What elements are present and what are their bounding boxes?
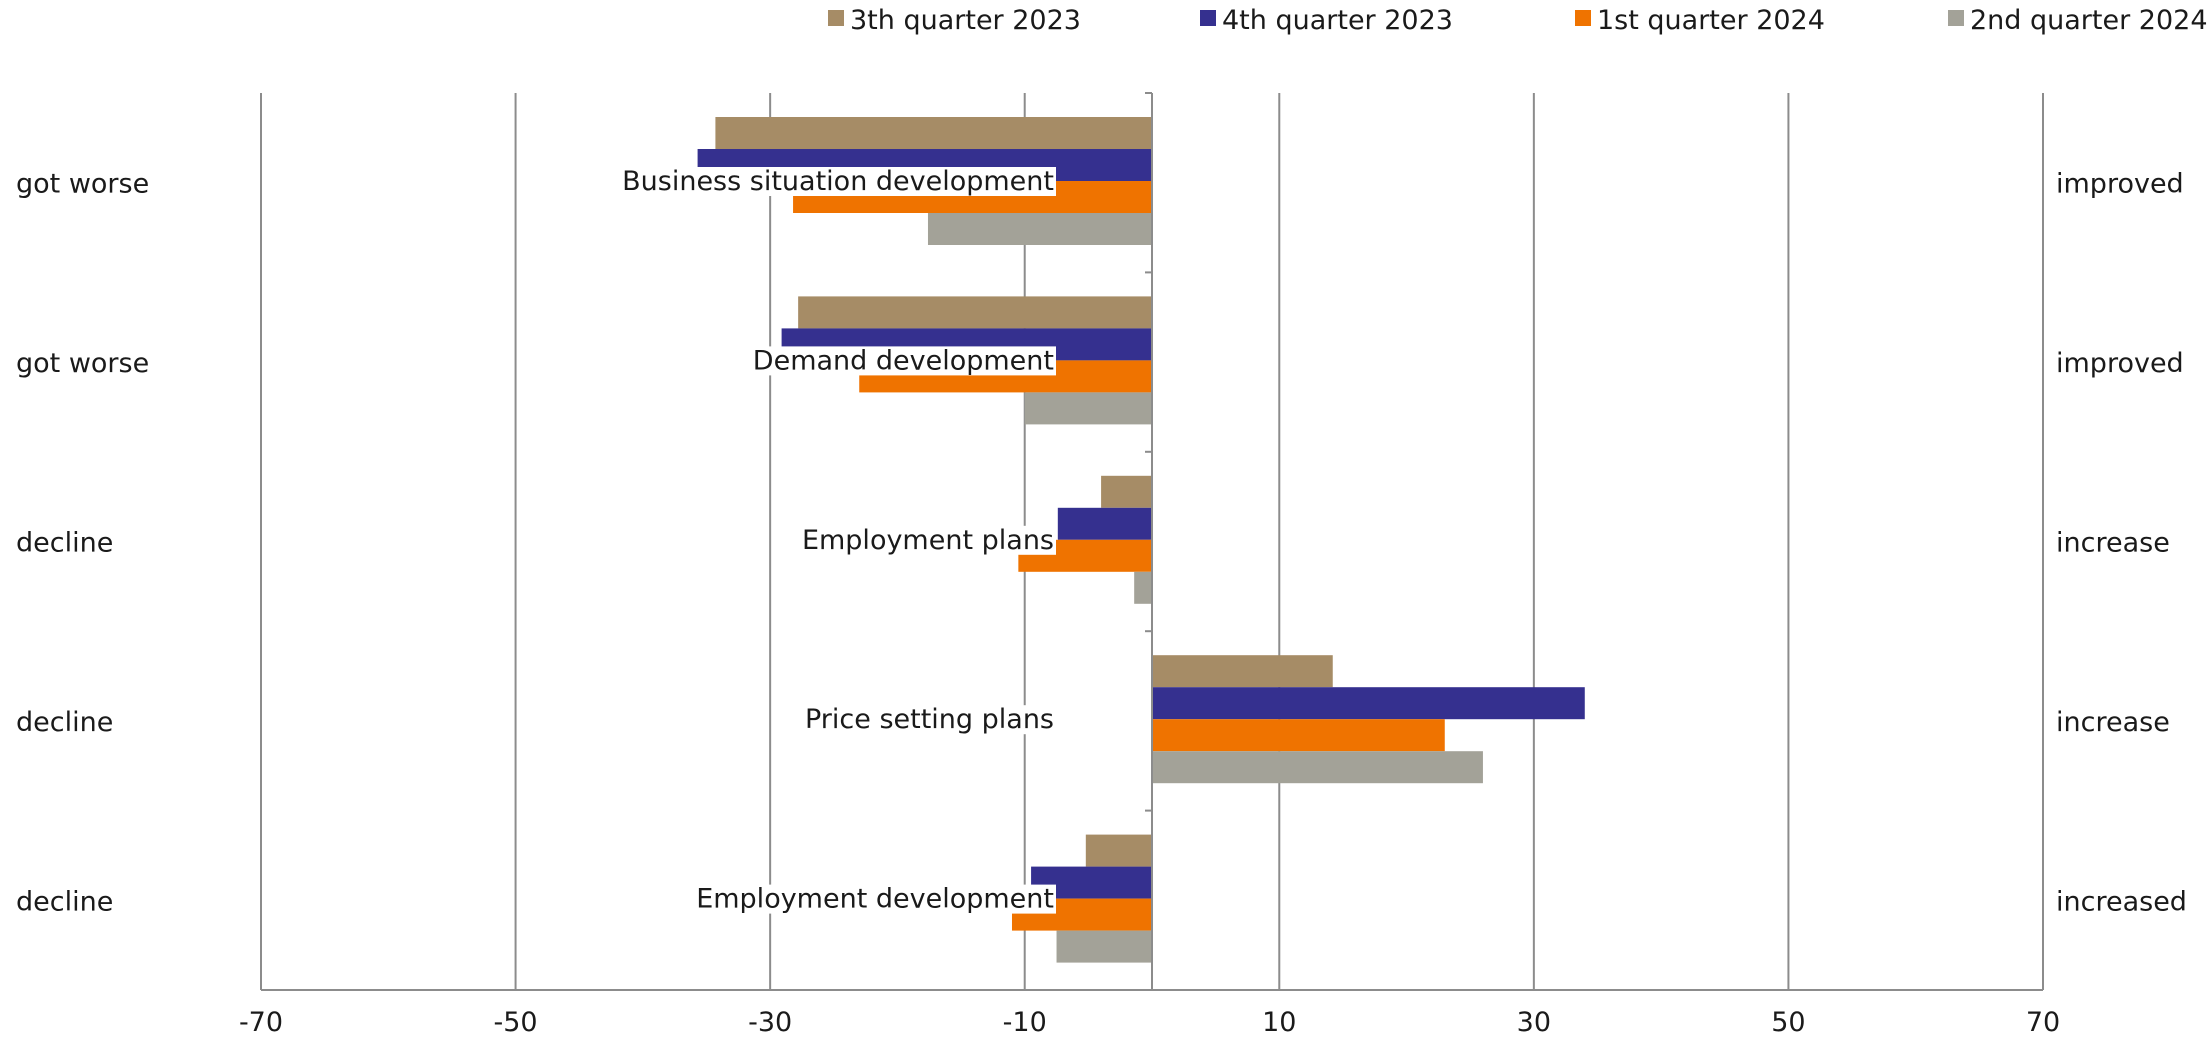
- category-label-background: [620, 167, 1056, 196]
- right-direction-label: increase: [2056, 707, 2170, 738]
- x-tick-label: -70: [239, 1007, 283, 1037]
- bar: [1152, 687, 1585, 720]
- left-direction-label: got worse: [16, 169, 149, 200]
- category-label-background: [799, 525, 1056, 555]
- bar: [1085, 834, 1152, 867]
- legend-swatch: [828, 10, 844, 26]
- x-tick-label: -50: [494, 1007, 538, 1037]
- left-direction-label: got worse: [16, 348, 149, 379]
- bar: [715, 117, 1152, 149]
- legend-label: 4th quarter 2023: [1222, 5, 1453, 36]
- x-tick-label: 50: [1771, 1007, 1805, 1037]
- bar: [1152, 751, 1483, 784]
- category-label: Employment development: [696, 884, 1054, 915]
- bar: [1057, 507, 1152, 540]
- bar: [1134, 571, 1152, 604]
- category-label: Employment plans: [802, 525, 1054, 556]
- category-label: Price setting plans: [805, 704, 1054, 735]
- legend: 3th quarter 2023 4th quarter 2023 1st quar…: [828, 5, 2208, 36]
- category-label-background: [694, 884, 1056, 914]
- legend-label: 1st quarter 2024: [1597, 5, 1825, 36]
- x-tick-label: 30: [1517, 1007, 1551, 1037]
- bars: [697, 117, 1585, 963]
- side-labels: got worse got worse decline decline decline i…: [16, 169, 2187, 918]
- category-label-background: [750, 346, 1056, 376]
- category-label: Demand development: [753, 345, 1054, 376]
- left-direction-label: decline: [16, 528, 113, 559]
- legend-swatch: [1948, 10, 1964, 26]
- bar: [1152, 719, 1445, 752]
- category-labels: Business situation development Demand dev…: [620, 166, 1056, 915]
- right-direction-label: increased: [2056, 886, 2187, 917]
- right-direction-label: improved: [2056, 348, 2184, 379]
- right-direction-label: increase: [2056, 528, 2170, 559]
- bar: [927, 213, 1152, 245]
- bar: [1024, 392, 1152, 425]
- bar: [1056, 930, 1152, 963]
- x-tick-label: 10: [1262, 1007, 1296, 1037]
- x-tick-label: 70: [2026, 1007, 2060, 1037]
- right-direction-label: improved: [2056, 169, 2184, 200]
- legend-label: 3th quarter 2023: [850, 5, 1081, 36]
- x-tick-label: -10: [1003, 1007, 1047, 1037]
- bar: [1101, 475, 1152, 508]
- legend-swatch: [1575, 10, 1591, 26]
- legend-label: 2nd quarter 2024: [1970, 5, 2208, 36]
- axes: [261, 92, 2043, 991]
- x-tick-label: -30: [748, 1007, 792, 1037]
- x-tick-labels: -70 -50 -30 -10 10 30 50 70: [239, 1007, 2060, 1037]
- bar: [798, 296, 1152, 329]
- left-direction-label: decline: [16, 886, 113, 917]
- left-direction-label: decline: [16, 707, 113, 738]
- bar: [1152, 655, 1333, 688]
- category-label: Business situation development: [622, 166, 1054, 197]
- category-label-background: [803, 705, 1056, 735]
- legend-swatch: [1200, 10, 1216, 26]
